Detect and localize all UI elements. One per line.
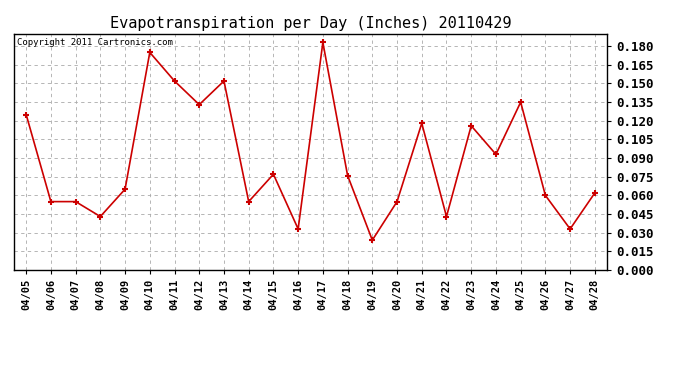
Text: Copyright 2011 Cartronics.com: Copyright 2011 Cartronics.com	[17, 39, 172, 48]
Title: Evapotranspiration per Day (Inches) 20110429: Evapotranspiration per Day (Inches) 2011…	[110, 16, 511, 31]
